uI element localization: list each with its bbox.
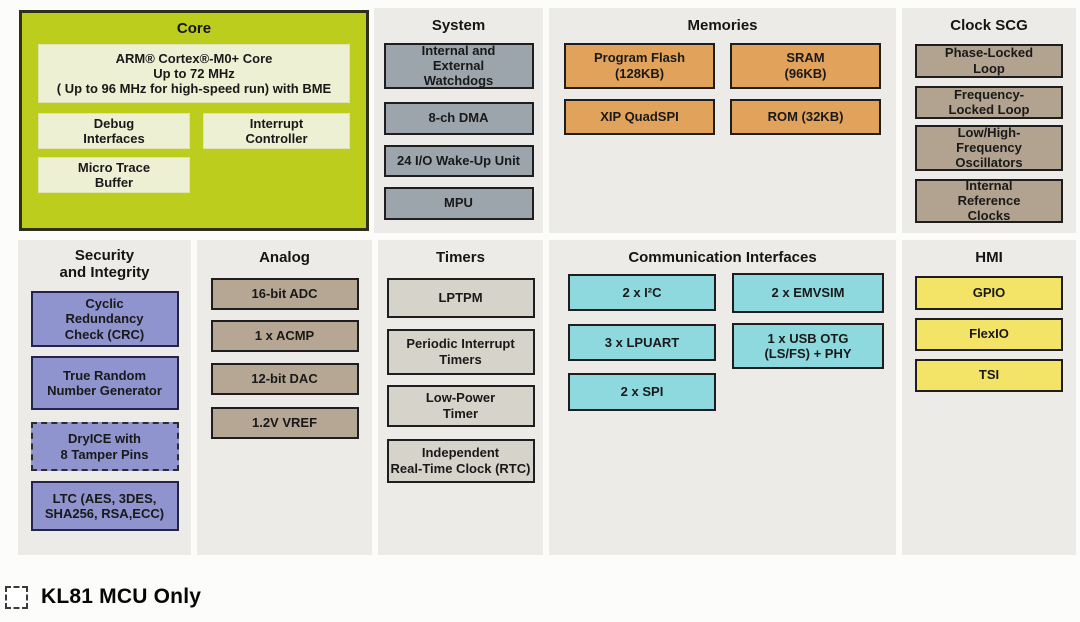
section-clock-scg-title: Clock SCG	[950, 17, 1028, 34]
block-debug-interfaces: Debug Interfaces	[38, 113, 190, 149]
block-sram: SRAM (96KB)	[730, 42, 881, 89]
block-arm-cortex-m0-core: ARM® Cortex®-M0+ Core Up to 72 MHz ( Up …	[38, 44, 350, 103]
block-dryice-kl81-only: DryICE with 8 Tamper Pins	[30, 422, 179, 471]
block-lptpm: LPTPM	[386, 277, 535, 318]
block-i2c: 2 x I²C	[568, 274, 716, 311]
dashed-box-icon	[5, 585, 28, 609]
block-gpio: GPIO	[915, 275, 1063, 310]
block-12bit-dac: 12-bit DAC	[210, 362, 359, 395]
section-timers: Timers LPTPM Periodic Interrupt Timers L…	[378, 240, 543, 555]
block-crc: Cyclic Redundancy Check (CRC)	[30, 291, 179, 347]
section-core-title: Core	[176, 20, 212, 37]
section-memories-title: Memories	[687, 17, 758, 34]
block-8ch-dma: 8-ch DMA	[383, 101, 534, 135]
section-timers-title: Timers	[436, 249, 485, 266]
section-analog-title: Analog	[259, 249, 310, 266]
block-program-flash: Program Flash (128KB)	[564, 42, 715, 89]
block-16bit-adc: 16-bit ADC	[210, 277, 359, 310]
section-clock-scg: Clock SCG Phase-Locked Loop Frequency- L…	[902, 8, 1076, 233]
block-trng: True Random Number Generator	[30, 356, 179, 410]
section-hmi: HMI GPIO FlexIO TSI	[902, 240, 1076, 555]
block-lpuart: 3 x LPUART	[568, 324, 716, 361]
block-ltc: LTC (AES, 3DES, SHA256, RSA,ECC)	[30, 481, 179, 531]
section-memories: Memories Program Flash (128KB) SRAM (96K…	[549, 8, 896, 233]
block-rtc: Independent Real-Time Clock (RTC)	[386, 438, 535, 483]
section-system-title: System	[431, 17, 486, 34]
section-system: System Internal and External Watchdogs 8…	[374, 8, 543, 233]
block-spi: 2 x SPI	[568, 373, 716, 411]
block-rom: ROM (32KB)	[730, 98, 881, 135]
legend: KL81 MCU Only	[5, 585, 201, 609]
block-xip-quadspi: XIP QuadSPI	[564, 98, 715, 135]
block-internal-external-watchdogs: Internal and External Watchdogs	[383, 42, 534, 89]
block-interrupt-controller: Interrupt Controller	[203, 113, 350, 149]
section-analog: Analog 16-bit ADC 1 x ACMP 12-bit DAC 1.…	[197, 240, 372, 555]
block-periodic-timers: Periodic Interrupt Timers	[386, 328, 535, 375]
block-low-power-timer: Low-Power Timer	[386, 384, 535, 427]
block-acmp: 1 x ACMP	[210, 319, 359, 352]
block-vref: 1.2V VREF	[210, 406, 359, 439]
block-flexio: FlexIO	[915, 317, 1063, 351]
section-comm-title: Communication Interfaces	[628, 249, 817, 266]
section-security-integrity: Security and Integrity Cyclic Redundancy…	[18, 240, 191, 555]
memories-grid: Program Flash (128KB) SRAM (96KB) XIP Qu…	[549, 35, 896, 135]
block-oscillators: Low/High- Frequency Oscillators	[915, 124, 1063, 171]
block-micro-trace-buffer: Micro Trace Buffer	[38, 157, 190, 193]
block-phase-locked-loop: Phase-Locked Loop	[915, 43, 1063, 78]
block-emvsim: 2 x EMVSIM	[732, 273, 884, 313]
block-usb-otg: 1 x USB OTG (LS/FS) + PHY	[732, 323, 884, 369]
section-security-title: Security and Integrity	[59, 247, 150, 281]
block-mpu: MPU	[383, 186, 534, 220]
block-internal-ref-clocks: Internal Reference Clocks	[915, 178, 1063, 223]
section-hmi-title: HMI	[975, 249, 1003, 266]
legend-label: KL81 MCU Only	[41, 585, 202, 608]
block-tsi: TSI	[915, 358, 1063, 392]
section-core: Core ARM® Cortex®-M0+ Core Up to 72 MHz …	[19, 10, 369, 231]
section-communication-interfaces: Communication Interfaces 2 x I²C 3 x LPU…	[549, 240, 896, 555]
block-frequency-locked-loop: Frequency- Locked Loop	[915, 85, 1063, 119]
block-wake-up-unit: 24 I/O Wake-Up Unit	[383, 144, 534, 177]
